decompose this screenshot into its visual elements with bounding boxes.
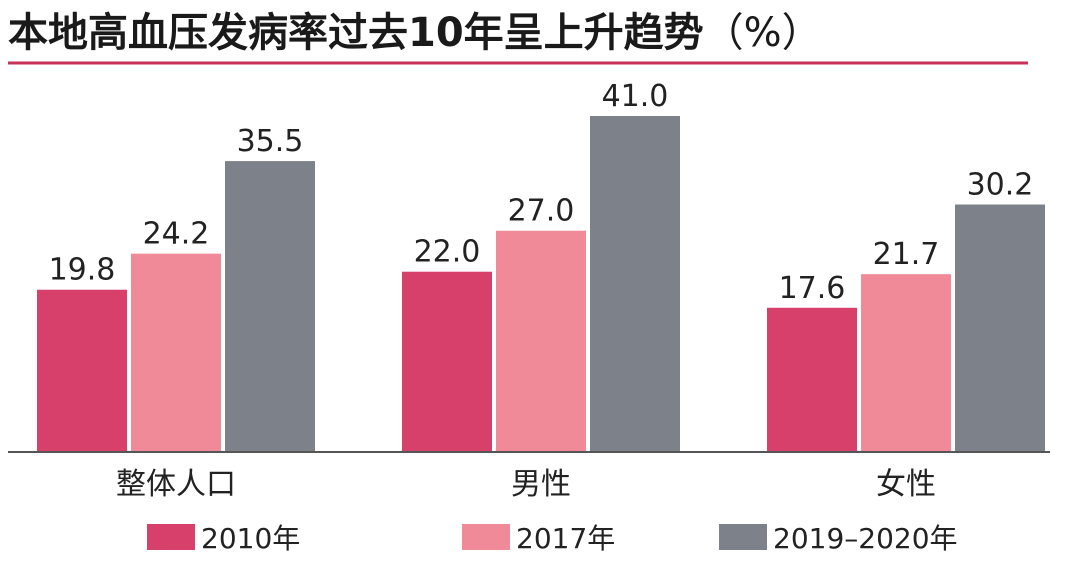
bar-0-0 <box>37 289 127 452</box>
value-label-2-1: 21.7 <box>873 237 940 272</box>
bar-1-2 <box>590 116 680 452</box>
category-label-2: 女性 <box>876 467 936 502</box>
category-label-1: 男性 <box>511 467 571 502</box>
bar-2-0 <box>767 307 857 452</box>
value-labels-group: 19.8 24.2 35.5 22.0 27.0 41.0 17.6 21.7 30.2 <box>49 79 1034 306</box>
bar-1-1 <box>496 230 586 452</box>
bar-2-1 <box>861 274 951 452</box>
legend-swatch-0 <box>147 524 195 550</box>
bars-group <box>37 116 1045 452</box>
legend-swatch-2 <box>719 524 767 550</box>
bar-0-2 <box>225 161 315 452</box>
value-label-0-0: 19.8 <box>49 253 116 288</box>
value-label-0-2: 35.5 <box>237 124 304 159</box>
legend-label-0: 2010年 <box>201 522 300 555</box>
value-label-2-2: 30.2 <box>967 168 1034 203</box>
value-label-2-0: 17.6 <box>779 271 846 306</box>
category-labels-group: 整体人口 男性 女性 <box>116 467 936 502</box>
category-label-0: 整体人口 <box>116 467 236 502</box>
legend-label-1: 2017年 <box>516 522 615 555</box>
value-label-0-1: 24.2 <box>143 217 210 252</box>
legend-swatch-1 <box>462 524 510 550</box>
legend: 2010年 2017年 2019–2020年 <box>147 522 958 555</box>
value-label-1-2: 41.0 <box>602 79 669 114</box>
bar-0-1 <box>131 253 221 452</box>
value-label-1-0: 22.0 <box>414 235 481 270</box>
legend-label-2: 2019–2020年 <box>773 522 958 555</box>
bar-1-0 <box>402 271 492 452</box>
value-label-1-1: 27.0 <box>508 194 575 229</box>
chart-title: 本地高血压发病率过去10年呈上升趋势（%） <box>8 10 822 56</box>
bar-2-2 <box>955 204 1045 452</box>
chart-unit: （%） <box>704 10 822 56</box>
